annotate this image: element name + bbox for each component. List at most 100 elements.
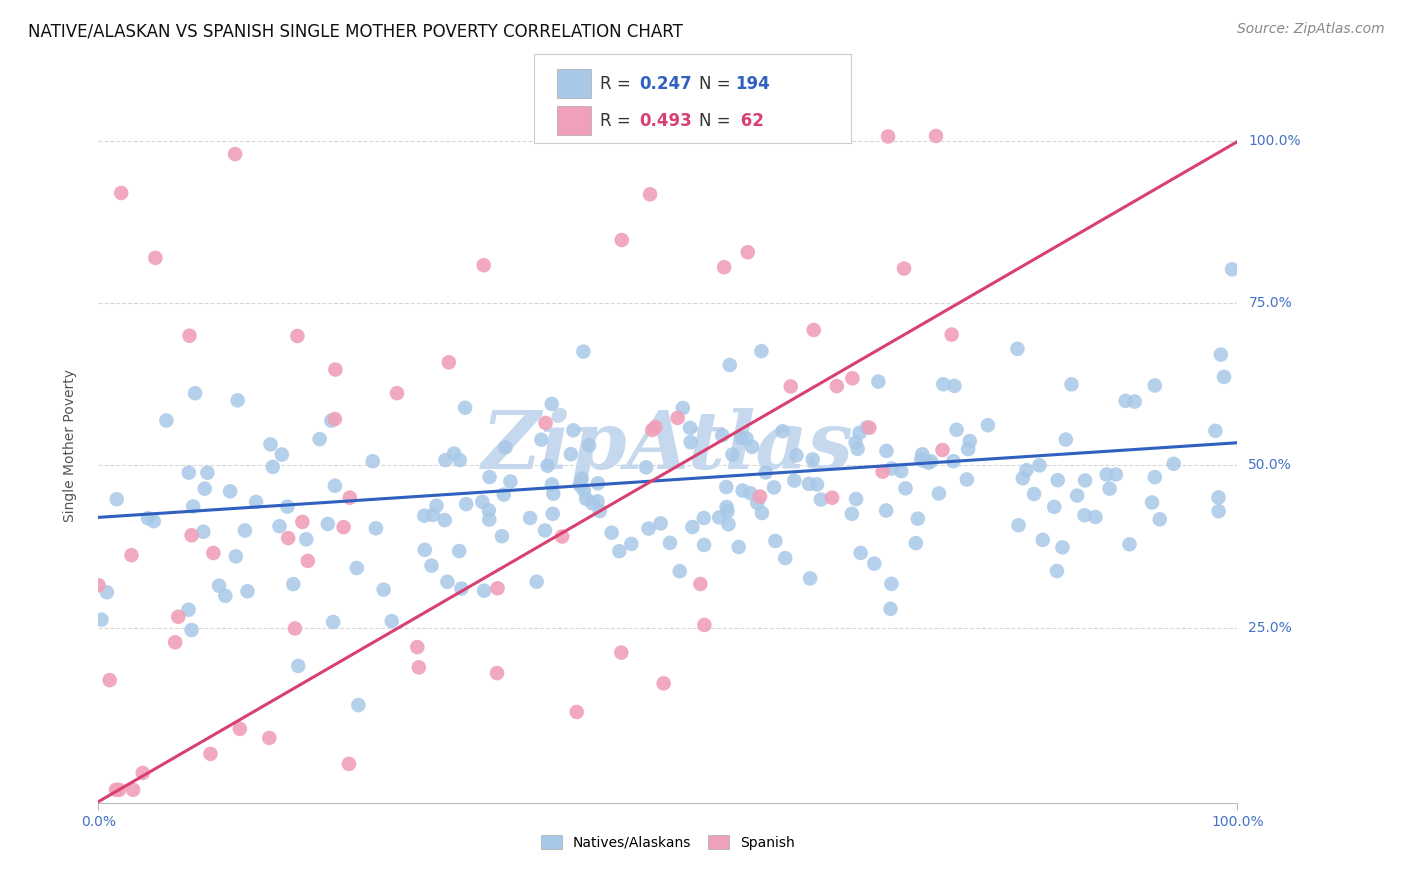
Point bbox=[269, 519, 291, 533]
Point bbox=[193, 524, 215, 539]
Point bbox=[259, 731, 281, 745]
Point bbox=[894, 481, 917, 495]
Point bbox=[325, 362, 347, 376]
Point bbox=[1028, 458, 1050, 473]
Point bbox=[177, 603, 200, 617]
Point bbox=[586, 476, 609, 491]
Point bbox=[679, 421, 702, 435]
Point bbox=[845, 435, 868, 450]
Point bbox=[433, 513, 456, 527]
Point bbox=[316, 516, 339, 531]
Point bbox=[1143, 470, 1166, 484]
Point bbox=[454, 401, 477, 415]
Point bbox=[347, 698, 370, 712]
Point bbox=[478, 470, 501, 484]
Point bbox=[751, 506, 773, 520]
Point bbox=[932, 377, 955, 392]
Point bbox=[737, 245, 759, 260]
Point bbox=[716, 480, 738, 494]
Point bbox=[610, 646, 633, 660]
Point bbox=[136, 511, 159, 525]
Text: N =: N = bbox=[699, 75, 735, 93]
Point bbox=[731, 483, 754, 498]
Point bbox=[121, 548, 143, 562]
Point bbox=[165, 635, 187, 649]
Point bbox=[534, 416, 557, 430]
Point bbox=[200, 747, 222, 761]
Point bbox=[801, 452, 824, 467]
Point bbox=[297, 554, 319, 568]
Point bbox=[332, 520, 354, 534]
Point bbox=[105, 492, 128, 507]
Point bbox=[283, 577, 305, 591]
Text: ZipAtlas: ZipAtlas bbox=[482, 408, 853, 484]
Point bbox=[422, 508, 444, 522]
Point bbox=[1007, 518, 1029, 533]
Point bbox=[1123, 394, 1146, 409]
Point bbox=[456, 497, 478, 511]
Point bbox=[872, 465, 894, 479]
Point bbox=[846, 442, 869, 456]
Point bbox=[323, 479, 346, 493]
Point bbox=[877, 129, 900, 144]
Point bbox=[1098, 482, 1121, 496]
Point bbox=[925, 128, 948, 143]
Point bbox=[437, 355, 460, 369]
Point bbox=[224, 147, 246, 161]
Point bbox=[959, 434, 981, 448]
Point bbox=[957, 442, 980, 456]
Point bbox=[562, 423, 585, 437]
Point bbox=[322, 615, 344, 629]
Point bbox=[1046, 564, 1069, 578]
Point bbox=[1054, 433, 1077, 447]
Point bbox=[1011, 471, 1033, 485]
Point bbox=[569, 478, 592, 492]
Point bbox=[572, 483, 595, 498]
Point bbox=[709, 510, 731, 524]
Point bbox=[560, 447, 582, 461]
Point bbox=[1046, 473, 1069, 487]
Point bbox=[910, 452, 932, 467]
Point bbox=[943, 379, 966, 393]
Point bbox=[571, 472, 593, 486]
Point bbox=[291, 515, 314, 529]
Point bbox=[849, 546, 872, 560]
Point bbox=[236, 584, 259, 599]
Text: 100.0%: 100.0% bbox=[1249, 134, 1301, 148]
Point bbox=[1074, 474, 1097, 488]
Point bbox=[541, 477, 564, 491]
Point bbox=[741, 440, 763, 454]
Point bbox=[841, 371, 863, 385]
Point bbox=[142, 514, 165, 528]
Point bbox=[575, 491, 598, 506]
Point bbox=[904, 536, 927, 550]
Point bbox=[716, 504, 738, 518]
Point bbox=[666, 410, 689, 425]
Point bbox=[1066, 489, 1088, 503]
Point bbox=[641, 423, 664, 437]
Point bbox=[494, 441, 516, 455]
Point bbox=[918, 456, 941, 470]
Point bbox=[825, 379, 848, 393]
Point bbox=[863, 557, 886, 571]
Point bbox=[693, 618, 716, 632]
Point bbox=[361, 454, 384, 468]
Text: R =: R = bbox=[600, 112, 637, 129]
Point bbox=[259, 437, 281, 451]
Point bbox=[1208, 491, 1230, 505]
Point bbox=[420, 558, 443, 573]
Point bbox=[1149, 512, 1171, 526]
Point bbox=[747, 496, 769, 510]
Point bbox=[652, 676, 675, 690]
Point bbox=[373, 582, 395, 597]
Point bbox=[783, 474, 806, 488]
Point bbox=[197, 466, 219, 480]
Point bbox=[1220, 262, 1243, 277]
Point bbox=[1032, 533, 1054, 547]
Point bbox=[589, 504, 612, 518]
Point bbox=[499, 475, 522, 489]
Point bbox=[413, 508, 436, 523]
Legend: Natives/Alaskans, Spanish: Natives/Alaskans, Spanish bbox=[534, 828, 801, 856]
Point bbox=[977, 418, 1000, 433]
Point bbox=[810, 492, 832, 507]
